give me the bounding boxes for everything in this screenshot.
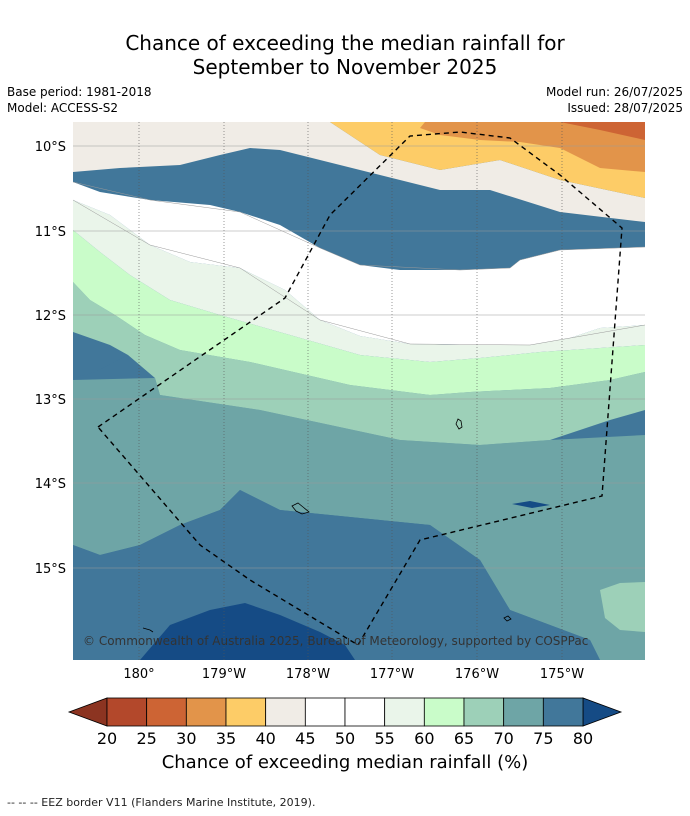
model-name: Model: ACCESS-S2 — [7, 101, 119, 115]
band-25-30 — [560, 122, 645, 140]
contour-line-45 — [509, 246, 645, 269]
colorbar-cell-40 — [265, 697, 306, 727]
band-70-75 — [73, 378, 645, 660]
band-50-55 — [73, 182, 645, 345]
eez-border — [96, 131, 623, 646]
colorbar-cell-70 — [503, 697, 544, 727]
band-30-35 — [420, 122, 645, 172]
lat-labels: 10°S 11°S 12°S 13°S 14°S 15°S — [35, 140, 66, 577]
lon-label-178w: 178°W — [286, 667, 330, 682]
colorbar-cell-60 — [423, 697, 465, 727]
issued-date: Issued: 28/07/2025 — [567, 101, 683, 115]
lat-label-11s: 11°S — [35, 225, 66, 240]
band-65-70-southeast — [600, 582, 645, 632]
island-southwest — [142, 627, 154, 633]
lat-label-13s: 13°S — [35, 393, 66, 408]
band-75-80-west — [73, 332, 128, 378]
lat-label-12s: 12°S — [35, 309, 66, 324]
lon-label-179w: 179°W — [202, 667, 246, 682]
colorbar-cell-75 — [542, 697, 584, 727]
colorbar-cell-25 — [146, 697, 187, 727]
colorbar-tick-30: 30 — [176, 729, 196, 748]
lat-label-10s: 10°S — [35, 140, 66, 155]
colorbar-tick-75: 75 — [533, 729, 553, 748]
colorbar-tick-25: 25 — [136, 729, 156, 748]
colorbar-label: Chance of exceeding median rainfall (%) — [161, 752, 529, 773]
chart-title-line-1: Chance of exceeding the median rainfall … — [125, 31, 565, 55]
lat-lines — [73, 145, 645, 569]
band-40-45 — [73, 122, 645, 222]
lon-label-176w: 176°W — [455, 667, 499, 682]
colorbar-tick-50: 50 — [335, 729, 355, 748]
lon-label-177w: 177°W — [370, 667, 414, 682]
contour-line-55 — [73, 199, 645, 346]
colorbar-tick-80: 80 — [573, 729, 593, 748]
lat-label-14s: 14°S — [35, 477, 66, 492]
contour-layer — [73, 122, 645, 660]
lat-label-15s: 15°S — [35, 562, 66, 577]
colorbar-tick-40: 40 — [255, 729, 275, 748]
colorbar-tick-55: 55 — [374, 729, 394, 748]
colorbar-tick-45: 45 — [295, 729, 315, 748]
colorbar-low-arrow — [67, 697, 108, 727]
band-55-60 — [73, 200, 645, 362]
eez-legend: -- -- -- EEZ border V11 (Flanders Marine… — [7, 796, 316, 809]
copyright-text: © Commonwealth of Australia 2025, Bureau… — [83, 634, 588, 648]
island-central — [291, 502, 310, 515]
model-run: Model run: 26/07/2025 — [545, 85, 683, 99]
island-north — [455, 418, 463, 430]
colorbar-cell-55 — [384, 697, 425, 727]
lon-labels: 180° 179°W 178°W 177°W 176°W 175°W — [123, 667, 584, 682]
colorbar-cell-50 — [344, 697, 386, 727]
colorbar-tick-70: 70 — [493, 729, 513, 748]
band-65-70 — [73, 282, 645, 445]
island-southeast — [503, 615, 512, 622]
colorbar-cell-30 — [185, 697, 227, 727]
colorbar-cell-45 — [304, 697, 346, 727]
colorbar-tick-65: 65 — [454, 729, 474, 748]
contour-line-50 — [73, 181, 511, 271]
lon-label-175w: 175°W — [540, 667, 584, 682]
base-period: Base period: 1981-2018 — [7, 85, 152, 99]
band-above-80 — [140, 603, 355, 660]
colorbar-tick-60: 60 — [414, 729, 434, 748]
chart-title-line-2: September to November 2025 — [192, 55, 498, 79]
colorbar-cell-20 — [106, 697, 148, 727]
colorbar: 20 25 30 35 40 45 50 55 60 65 70 75 80 — [67, 697, 623, 748]
rainfall-map: © Commonwealth of Australia 2025, Bureau… — [35, 122, 645, 748]
colorbar-tick-20: 20 — [97, 729, 117, 748]
colorbar-high-arrow — [582, 697, 623, 727]
colorbar-cell-65 — [463, 697, 505, 727]
colorbar-tick-35: 35 — [216, 729, 236, 748]
colorbar-cell-35 — [225, 697, 267, 727]
band-60-65 — [73, 230, 645, 395]
lon-label-180: 180° — [123, 667, 154, 682]
band-above-80-east — [512, 501, 550, 508]
